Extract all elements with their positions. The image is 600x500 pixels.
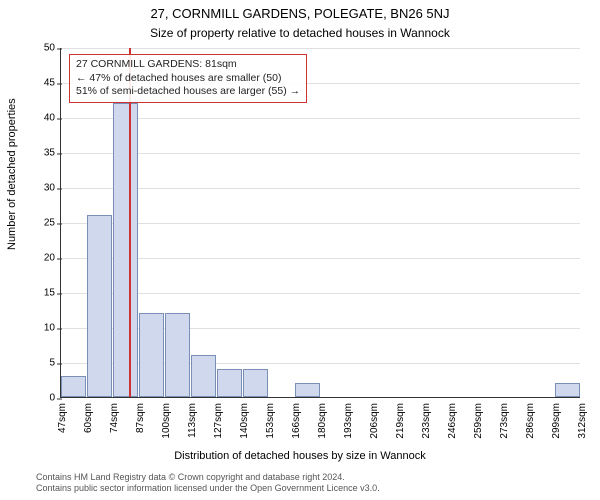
x-tick-label: 47sqm <box>57 403 68 433</box>
footer-line-1: Contains HM Land Registry data © Crown c… <box>36 472 380 483</box>
x-tick-label: 180sqm <box>317 403 328 439</box>
x-tick-label: 206sqm <box>369 403 380 439</box>
gridline <box>61 153 580 154</box>
gridline <box>61 48 580 49</box>
y-tick-label: 15 <box>44 288 61 299</box>
footer-line-2: Contains public sector information licen… <box>36 483 380 494</box>
y-tick-label: 40 <box>44 113 61 124</box>
gridline <box>61 223 580 224</box>
annotation-line-3: 51% of semi-detached houses are larger (… <box>76 85 300 99</box>
annotation-line-1: 27 CORNMILL GARDENS: 81sqm <box>76 58 300 72</box>
gridline <box>61 118 580 119</box>
histogram-bar <box>165 313 190 397</box>
x-tick-label: 113sqm <box>187 403 198 438</box>
y-tick-label: 0 <box>49 393 61 404</box>
gridline <box>61 293 580 294</box>
x-tick-label: 219sqm <box>395 403 406 439</box>
y-tick-label: 5 <box>49 358 61 369</box>
histogram-bar <box>139 313 164 397</box>
x-tick-label: 259sqm <box>473 403 484 439</box>
x-tick-label: 246sqm <box>447 403 458 439</box>
x-tick-label: 100sqm <box>161 403 172 439</box>
histogram-bar <box>295 383 320 397</box>
y-tick-label: 35 <box>44 148 61 159</box>
x-tick-label: 286sqm <box>525 403 536 439</box>
y-axis-label: Number of detached properties <box>6 98 18 250</box>
x-tick-label: 166sqm <box>291 403 302 439</box>
x-tick-label: 299sqm <box>551 403 562 439</box>
subtitle: Size of property relative to detached ho… <box>0 26 600 40</box>
footer-attribution: Contains HM Land Registry data © Crown c… <box>36 472 380 495</box>
histogram-bar <box>61 376 86 397</box>
x-tick-label: 193sqm <box>343 403 354 439</box>
x-tick-label: 312sqm <box>577 403 588 439</box>
y-tick-label: 10 <box>44 323 61 334</box>
y-tick-label: 50 <box>44 43 61 54</box>
x-tick-label: 74sqm <box>109 403 120 433</box>
annotation-box: 27 CORNMILL GARDENS: 81sqm ← 47% of deta… <box>69 54 307 103</box>
gridline <box>61 188 580 189</box>
y-tick-label: 30 <box>44 183 61 194</box>
x-tick-label: 233sqm <box>421 403 432 439</box>
histogram-bar <box>87 215 112 397</box>
histogram-bar <box>113 103 138 397</box>
x-tick-label: 140sqm <box>239 403 250 439</box>
histogram-bar <box>217 369 242 397</box>
x-tick-label: 273sqm <box>499 403 510 439</box>
histogram-plot: 0510152025303540455047sqm60sqm74sqm87sqm… <box>60 48 580 398</box>
x-tick-label: 60sqm <box>83 403 94 433</box>
histogram-bar <box>555 383 580 397</box>
annotation-line-2: ← 47% of detached houses are smaller (50… <box>76 72 300 86</box>
histogram-bar <box>191 355 216 397</box>
y-tick-label: 20 <box>44 253 61 264</box>
x-axis-label: Distribution of detached houses by size … <box>0 450 600 462</box>
x-tick-label: 153sqm <box>265 403 276 439</box>
x-tick-label: 87sqm <box>135 403 146 433</box>
y-tick-label: 25 <box>44 218 61 229</box>
y-tick-label: 45 <box>44 78 61 89</box>
gridline <box>61 258 580 259</box>
page-title: 27, CORNMILL GARDENS, POLEGATE, BN26 5NJ <box>0 6 600 21</box>
x-tick-label: 127sqm <box>213 403 224 439</box>
histogram-bar <box>243 369 268 397</box>
